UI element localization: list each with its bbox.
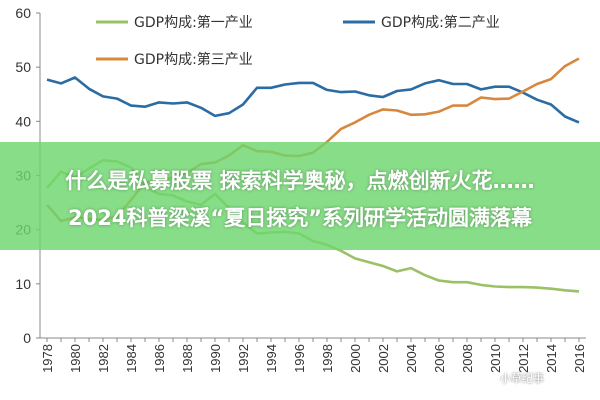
x-tick-label: 2000 (348, 344, 363, 373)
legend: GDP构成:第一产业 GDP构成:第二产业 GDP构成:第三产业 (96, 14, 500, 68)
headline-line-2[interactable]: 2024科普梁溪“夏日探究”系列研学活动圆满落幕 (67, 206, 533, 230)
legend-label-3: GDP构成:第三产业 (134, 51, 253, 68)
x-tick-label: 1978 (40, 344, 55, 373)
x-tick-label: 1984 (124, 344, 139, 373)
x-axis: 1978 1980 1982 1984 1986 1988 1990 1992 1994 1996… (40, 337, 587, 373)
y-tick-label: 10 (15, 276, 31, 292)
x-tick-label: 2010 (488, 344, 503, 373)
x-tick-label: 2014 (544, 344, 559, 373)
x-tick-label: 1998 (320, 344, 335, 373)
y-tick-label: 40 (15, 113, 31, 129)
x-tick-label: 1980 (68, 344, 83, 373)
y-tick-label: 50 (15, 59, 31, 75)
x-tick-label: 2006 (432, 344, 447, 373)
x-tick-label: 2012 (516, 344, 531, 373)
x-tick-label: 1990 (208, 344, 223, 373)
x-tick-label: 1986 (152, 344, 167, 373)
x-tick-label: 2004 (404, 344, 419, 373)
y-tick-label: 0 (23, 330, 31, 346)
legend-label-2: GDP构成:第二产业 (381, 14, 500, 31)
legend-label-1: GDP构成:第一产业 (134, 14, 253, 31)
x-tick-label: 1996 (292, 344, 307, 373)
x-tick-label: 2008 (460, 344, 475, 373)
watermark: 小草纪事 (500, 372, 544, 385)
x-tick-label: 2002 (376, 344, 391, 373)
x-tick-label: 1992 (236, 344, 251, 373)
x-tick-label: 1988 (180, 344, 195, 373)
headline-line-1[interactable]: 什么是私募股票 探索科学奥秘，点燃创新火花…… (65, 169, 535, 193)
x-tick-label: 1982 (96, 344, 111, 373)
y-tick-label: 60 (15, 5, 31, 21)
x-tick-label: 1994 (264, 344, 279, 373)
headline-banner[interactable]: 什么是私募股票 探索科学奥秘，点燃创新火花…… 2024科普梁溪“夏日探究”系列… (0, 142, 600, 250)
series-line-2 (46, 76, 580, 124)
x-tick-label: 2016 (572, 344, 587, 373)
